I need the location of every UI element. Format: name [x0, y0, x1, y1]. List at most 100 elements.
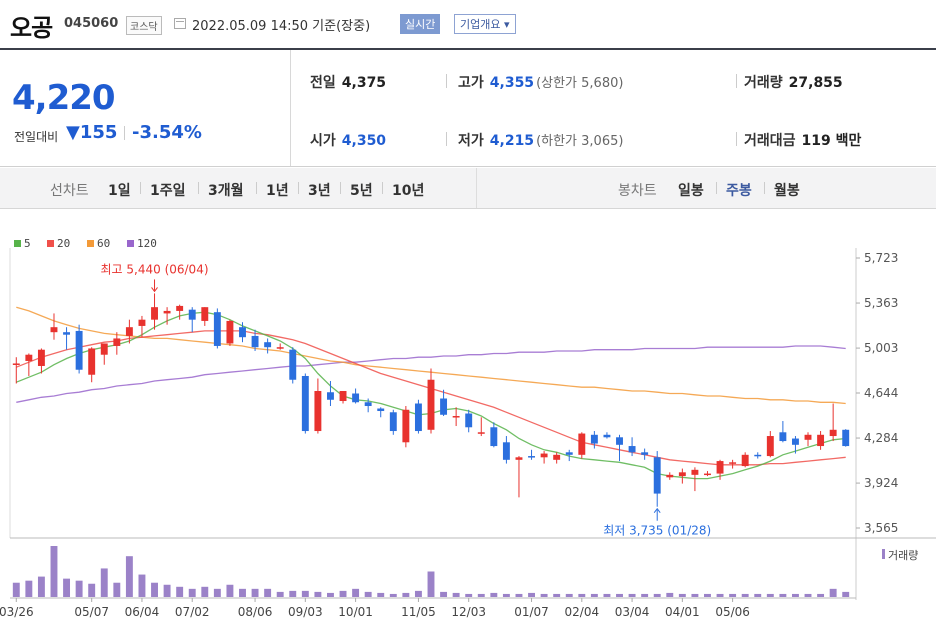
volume-bar [553, 593, 561, 597]
company-overview-button[interactable]: 기업개요 ▾ [454, 14, 516, 34]
candle-body [12, 363, 20, 365]
legend-swatch [87, 240, 94, 247]
volume-bar [188, 588, 196, 597]
candle-body [477, 432, 485, 434]
candle-body [829, 429, 837, 437]
amount-label: 거래대금 [744, 133, 796, 149]
tab-5y[interactable]: 5년 [350, 183, 373, 199]
tab-separator [298, 182, 299, 194]
tab-1d[interactable]: 1일 [108, 183, 131, 199]
volume-bar [377, 592, 385, 597]
volume-bar [729, 593, 737, 597]
candle-body [176, 305, 184, 311]
tab-separator [716, 182, 717, 194]
realtime-button[interactable]: 실시간 [400, 14, 441, 34]
volume-bar [590, 593, 598, 597]
tab-1w[interactable]: 1주일 [150, 183, 186, 199]
legend-swatch [47, 240, 54, 247]
candle-body [553, 454, 561, 460]
candle-body [75, 330, 83, 370]
current-price: 4,220 [12, 78, 116, 118]
tab-weekly[interactable]: 주봉 [726, 183, 752, 199]
upper-limit: (상한가 5,680) [536, 76, 624, 91]
volume-bar [176, 586, 184, 597]
candle-body [641, 452, 649, 455]
candle-body [201, 307, 209, 321]
candle-body [565, 452, 573, 455]
volume-bar [12, 582, 20, 597]
candle-body [754, 454, 762, 457]
volume-bar [754, 593, 762, 597]
volume-bar [163, 584, 171, 597]
volume-bar [151, 582, 158, 597]
open-price: 시가 4,350 [310, 130, 386, 150]
x-tick-label: 08/06 [238, 605, 273, 619]
candle-body [50, 327, 58, 333]
x-tick-label: 06/04 [125, 605, 160, 619]
candle-body [339, 390, 347, 402]
volume-bar [641, 593, 649, 597]
x-tick-label: 01/07 [514, 605, 549, 619]
tab-daily[interactable]: 일봉 [678, 183, 704, 199]
tab-separator [382, 182, 383, 194]
tab-10y[interactable]: 10년 [392, 183, 425, 199]
x-tick-label: 02/04 [565, 605, 600, 619]
volume-bar [540, 593, 548, 597]
volume-bar [125, 556, 133, 597]
volume-bar [440, 591, 448, 597]
candle-body [716, 461, 724, 474]
low-price: 저가 4,215 (하한가 3,065) [458, 130, 623, 150]
candle-body [791, 438, 799, 445]
candle-body [125, 327, 133, 336]
candle-body [804, 434, 812, 440]
volume-bar [804, 593, 812, 597]
volume-bar [578, 593, 586, 597]
tab-3m[interactable]: 3개월 [208, 183, 244, 199]
tab-divider [476, 168, 477, 208]
tab-1y[interactable]: 1년 [266, 183, 289, 199]
volume-bar [389, 593, 397, 597]
candle-body [352, 393, 360, 403]
volume-bar [301, 590, 309, 597]
volume-bar [113, 582, 121, 597]
change-percent: -3.54% [132, 122, 202, 143]
volume-bar [515, 593, 523, 597]
volume-bar [339, 590, 347, 597]
candle-body [440, 398, 448, 415]
candle-body [138, 319, 146, 326]
candle-body [817, 434, 825, 447]
volume-label: 거래량 [744, 75, 783, 91]
volume-bar [779, 593, 787, 597]
candle-body [603, 434, 611, 438]
volume-bar [289, 590, 297, 597]
candle-body [540, 453, 548, 458]
cell-separator [736, 132, 737, 146]
candle-body [590, 434, 598, 444]
amount-value: 119 백만 [801, 133, 862, 149]
candle-body [113, 338, 121, 346]
cell-separator [446, 132, 447, 146]
legend-label: 5 [24, 237, 31, 250]
x-tick-label: 03/26 [0, 605, 34, 619]
quote-datetime: 2022.05.09 14:50 기준(장중) [192, 19, 371, 34]
candle-body [465, 413, 473, 428]
volume-bar [741, 593, 749, 597]
candle-body [364, 402, 372, 407]
volume: 거래량 27,855 [744, 72, 843, 92]
y-tick-label: 4,284 [864, 431, 898, 445]
volume-bar [226, 584, 234, 597]
volume-bar [817, 593, 825, 597]
tab-separator [198, 182, 199, 194]
prev-close-value: 4,375 [341, 75, 387, 91]
candle-body [213, 312, 221, 346]
ma120-line [16, 345, 846, 403]
volume-bar [239, 588, 246, 597]
volume-bar [50, 546, 58, 597]
volume-bar [528, 592, 535, 597]
volume-value: 27,855 [788, 75, 843, 91]
open-label: 시가 [310, 133, 336, 149]
cell-separator [446, 74, 447, 88]
tab-3y[interactable]: 3년 [308, 183, 331, 199]
tab-monthly[interactable]: 월봉 [774, 183, 800, 199]
